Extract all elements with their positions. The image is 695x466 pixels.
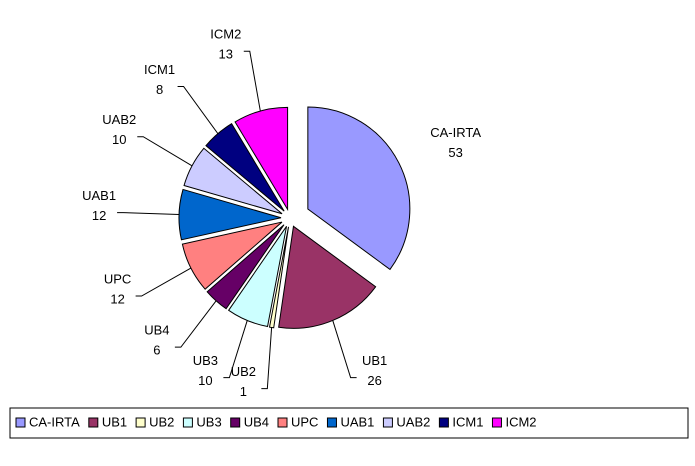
legend-label: UPC — [291, 414, 318, 429]
leader-line — [174, 300, 217, 348]
leader-line — [332, 320, 357, 379]
slice-label-name: ICM1 — [144, 62, 175, 77]
slice-label-name: UB3 — [193, 353, 218, 368]
legend-swatch — [230, 417, 241, 428]
leader-line — [117, 212, 180, 216]
leader-line — [177, 86, 219, 134]
legend-label: UB2 — [149, 414, 174, 429]
pie-slice — [181, 221, 283, 290]
leader-line — [243, 50, 261, 112]
leader-line — [261, 327, 273, 390]
leader-line — [135, 267, 192, 297]
leader-line — [223, 320, 248, 379]
legend-label: UB4 — [244, 414, 269, 429]
legend-swatch — [382, 417, 393, 428]
legend-swatch — [277, 417, 288, 428]
legend-label: UAB1 — [340, 414, 374, 429]
slice-label-name: UAB2 — [102, 112, 136, 127]
legend-swatch — [438, 417, 449, 428]
legend-box — [9, 407, 689, 439]
slice-label-value: 12 — [92, 208, 106, 223]
slice-label-name: UB1 — [362, 353, 387, 368]
legend-swatch — [326, 417, 337, 428]
legend-swatch — [491, 417, 502, 428]
legend-label: UB3 — [196, 414, 221, 429]
slice-label-value: 53 — [448, 145, 462, 160]
legend-label: CA-IRTA — [29, 414, 80, 429]
slice-label-value: 26 — [367, 373, 381, 388]
slice-label-value: 10 — [198, 373, 212, 388]
slice-label-value: 1 — [240, 384, 247, 399]
legend-swatch — [135, 417, 146, 428]
legend-swatch — [182, 417, 193, 428]
legend-label: UAB2 — [396, 414, 430, 429]
legend-label: ICM1 — [452, 414, 483, 429]
pie-slice — [178, 188, 282, 241]
slice-label-name: UAB1 — [82, 188, 116, 203]
legend-label: UB1 — [102, 414, 127, 429]
slice-label-name: CA-IRTA — [430, 125, 481, 140]
legend-swatch — [15, 417, 26, 428]
legend-swatch — [88, 417, 99, 428]
legend-label: ICM2 — [505, 414, 536, 429]
pie-slice — [307, 106, 411, 271]
legend: CA-IRTA UB1 UB2 UB3 UB4 UPC UAB1 UAB2 ICM1 ICM2 — [9, 407, 689, 439]
pie-slice — [205, 123, 285, 212]
slice-label-value: 13 — [219, 47, 233, 62]
pie-slice — [234, 106, 289, 212]
slice-label-name: UB4 — [144, 323, 169, 338]
pie-slice — [206, 224, 285, 310]
slice-label-value: 6 — [153, 343, 160, 358]
slice-label-value: 12 — [110, 291, 124, 306]
slice-label-name: UPC — [104, 271, 131, 286]
leader-line — [137, 136, 193, 167]
slice-label-name: UB2 — [231, 364, 256, 379]
slice-label-name: ICM2 — [210, 27, 241, 42]
slice-label-value: 8 — [156, 82, 163, 97]
slice-label-value: 10 — [112, 132, 126, 147]
